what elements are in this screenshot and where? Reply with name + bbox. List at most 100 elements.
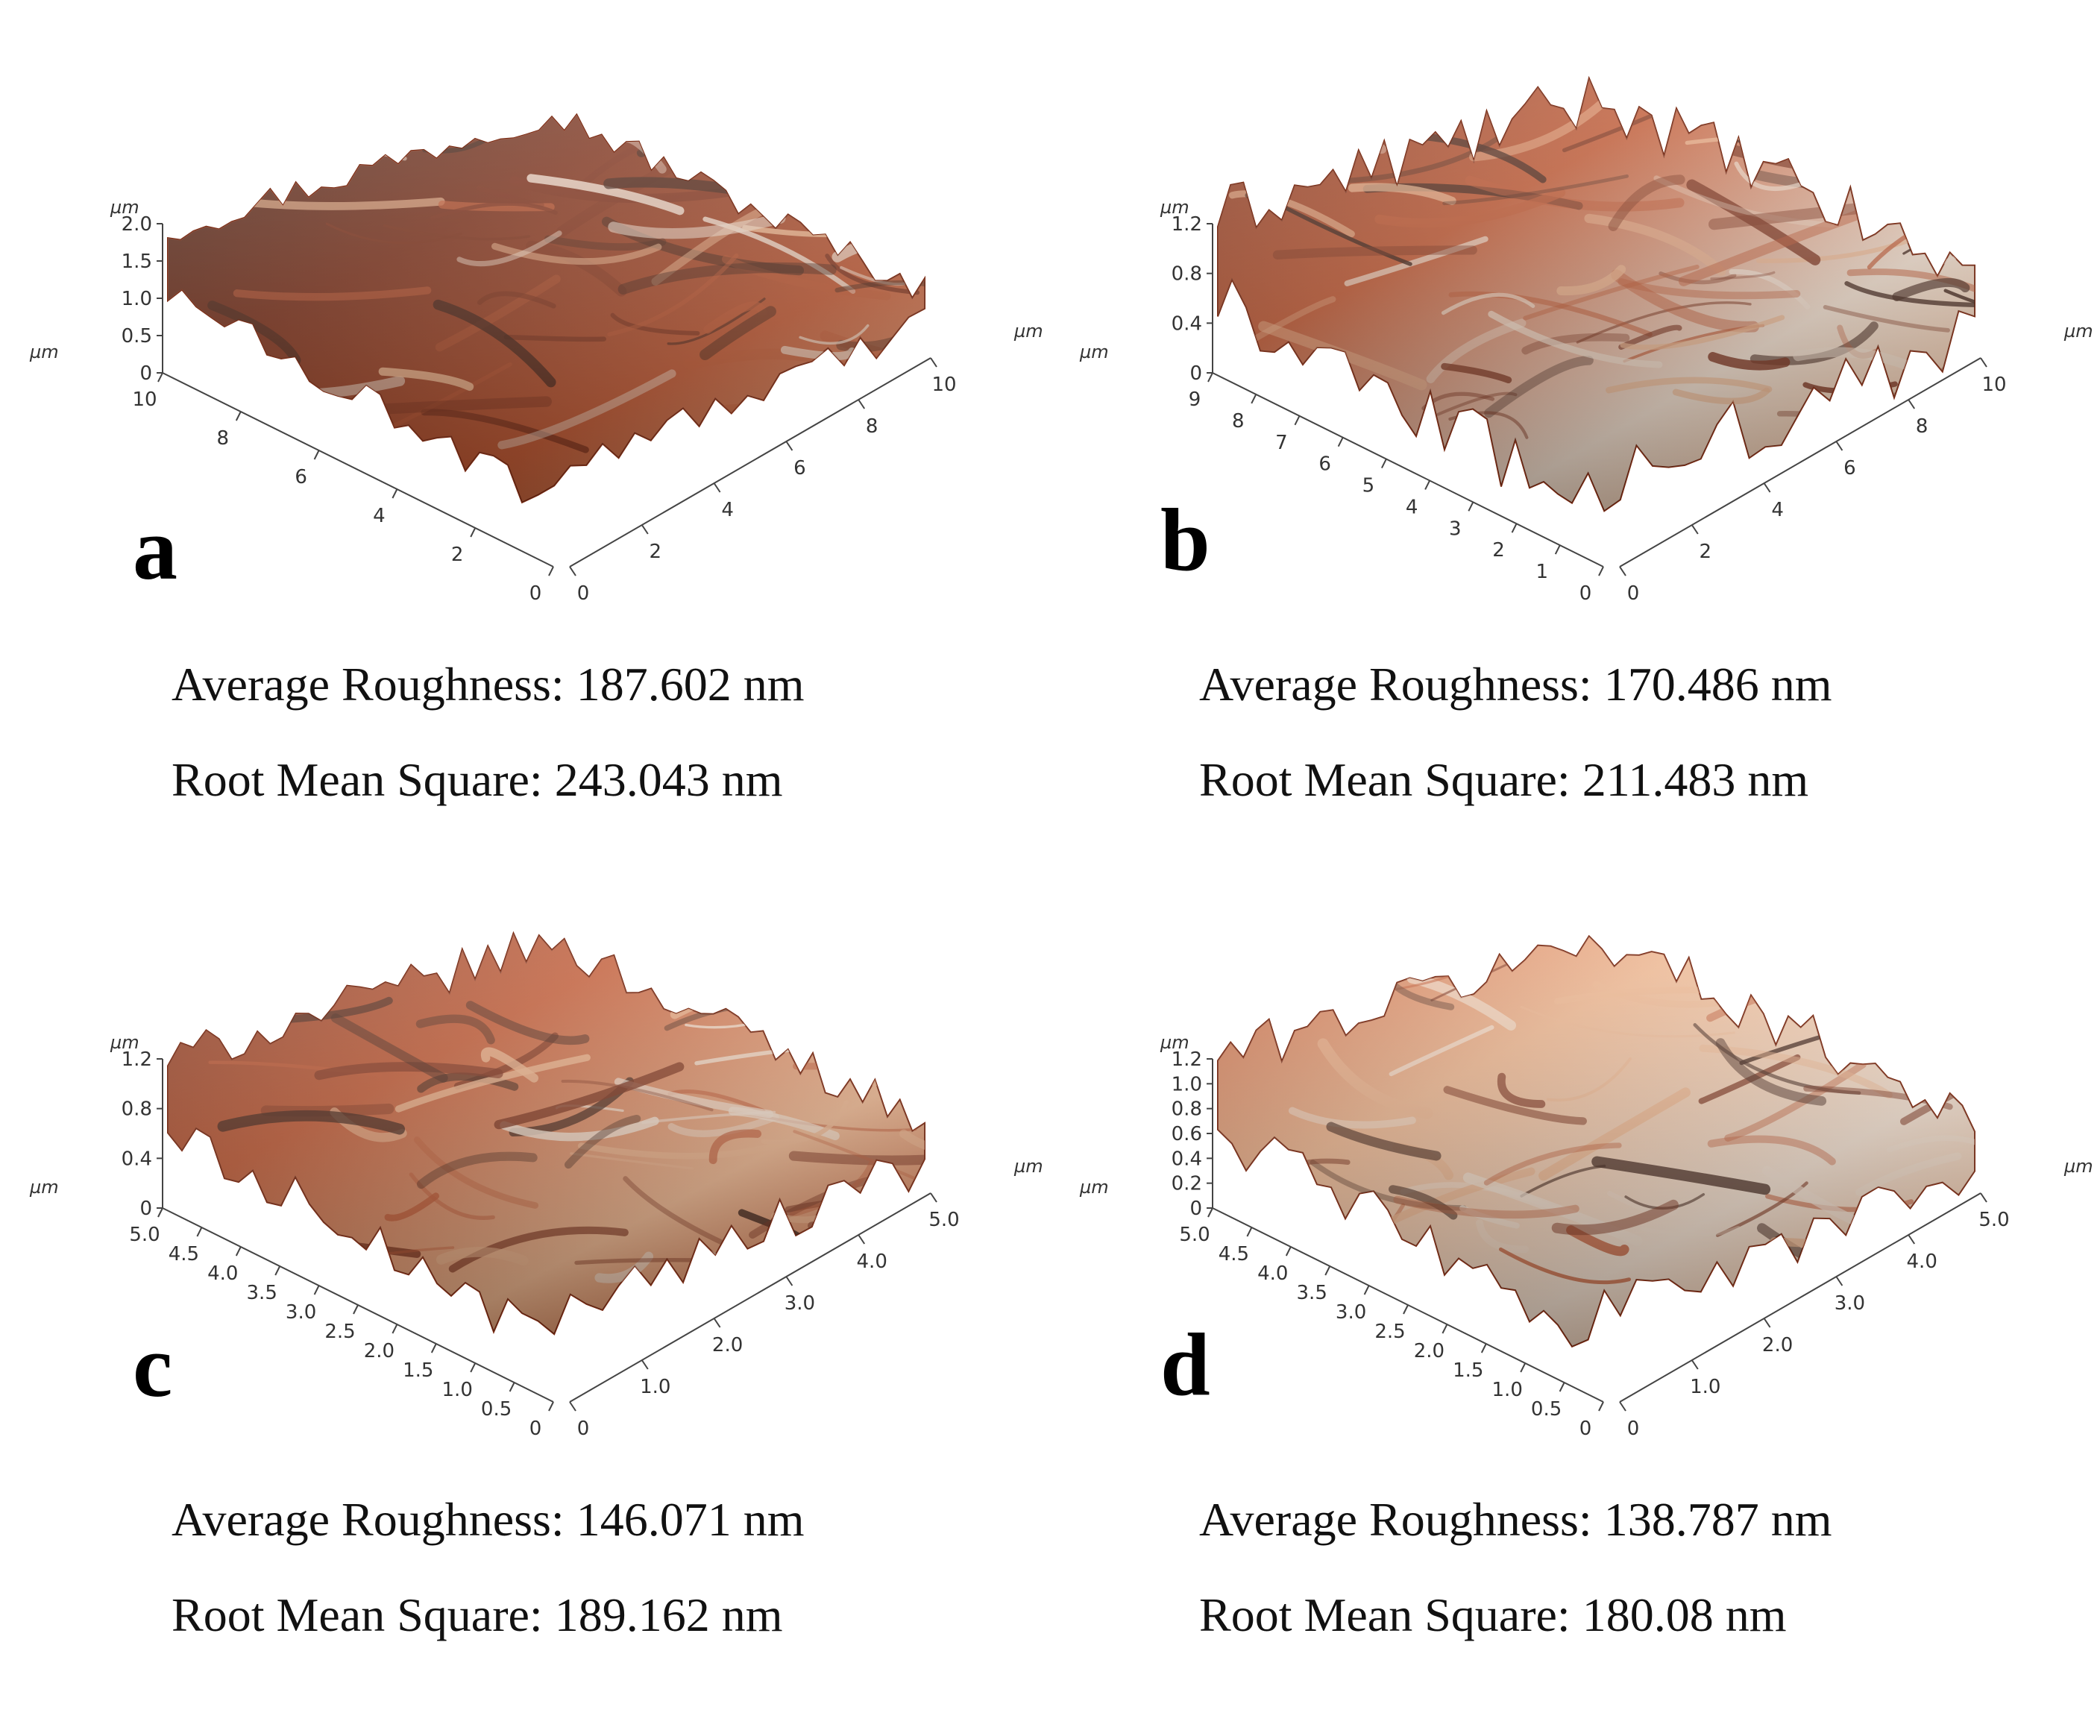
x-tick-label: 0: [577, 582, 590, 605]
y-tick-mark: [1403, 1304, 1409, 1315]
y-tick-label: 6: [1318, 453, 1331, 476]
y-tick-mark: [548, 1401, 554, 1412]
z-tick-label: 0.8: [122, 1098, 152, 1121]
afm-surface: [167, 113, 925, 504]
x-tick-mark: [1835, 441, 1843, 451]
surface-ridge: [859, 1077, 925, 1097]
z-tick-label: 0.6: [1172, 1123, 1202, 1145]
surface-shading: [168, 933, 925, 1335]
x-unit-label: µm: [2063, 1156, 2093, 1177]
afm-panel-a: 2.0 1.5 1.0 0.5 0 µm µm 10 8 6 4 2 0 0 2 4 6 8 10 µm a Aver…: [0, 0, 1050, 868]
afm-panel-d: 1.2 1.0 0.8 0.6 0.4 0.2 0 µm µm 5.0 4.5 4.0 3.5 3.0 2.…: [1050, 835, 2100, 1703]
y-tick-label: 3.0: [1336, 1301, 1366, 1324]
x-axis-line: [1619, 357, 1981, 567]
surface-ridge: [1887, 968, 1975, 1023]
x-tick-mark: [1908, 399, 1916, 409]
y-tick-mark: [1380, 459, 1387, 469]
y-tick-mark: [274, 1265, 281, 1276]
panel-label-d: d: [1160, 1315, 1210, 1414]
x-tick-mark: [785, 441, 793, 451]
y-tick-label: 3.5: [247, 1282, 277, 1304]
x-tick-label: 2: [1700, 541, 1712, 563]
x-tick-mark: [1908, 1234, 1916, 1245]
y-tick-mark: [430, 1343, 437, 1353]
y-tick-label: 1.5: [403, 1359, 433, 1382]
side-unit-label: µm: [1079, 1177, 1109, 1198]
afm-3d-plot-d: 1.21.00.80.60.40.20µmµm5.04.54.03.53.02.…: [1079, 934, 2093, 1440]
z-tick-label: 0: [139, 1198, 152, 1220]
surface-ridge: [1270, 1203, 1405, 1277]
y-tick-label: 3.0: [286, 1301, 316, 1324]
surface-ridge: [1266, 940, 1396, 978]
surface-ridge: [858, 1210, 925, 1224]
x-tick-label: 1.0: [1690, 1376, 1720, 1398]
x-tick-label: 5.0: [1978, 1209, 2009, 1231]
z-tick-label: 0.8: [1172, 263, 1202, 286]
x-tick-mark: [1763, 1318, 1771, 1328]
surface-shading: [168, 114, 925, 503]
y-tick-label: 8: [217, 427, 230, 450]
x-tick-mark: [930, 1192, 937, 1203]
y-tick-label: 3: [1449, 518, 1462, 540]
x-tick-mark: [1691, 1359, 1699, 1370]
y-tick-mark: [1559, 1382, 1565, 1392]
root-mean-square-d: Root Mean Square: 180.08 nm: [1199, 1588, 1787, 1641]
surface-shading: [1218, 78, 1975, 512]
x-tick-mark: [1691, 524, 1699, 535]
y-tick-label: 10: [132, 389, 157, 411]
z-tick-label: 1.2: [1172, 1048, 1202, 1071]
y-tick-label: 4.0: [207, 1262, 238, 1285]
y-tick-label: 2: [451, 544, 464, 566]
y-tick-mark: [1207, 372, 1213, 383]
x-tick-mark: [569, 566, 576, 576]
surface-ridge: [1928, 151, 1975, 190]
x-tick-label: 2.0: [712, 1334, 743, 1356]
y-tick-label: 2.0: [1414, 1340, 1444, 1362]
panel-label-a: a: [133, 499, 177, 598]
y-tick-label: 0: [529, 582, 542, 605]
z-unit-label: µm: [1160, 197, 1189, 218]
y-tick-label: 8: [1232, 410, 1245, 433]
y-tick-label: 1.0: [442, 1379, 473, 1401]
y-tick-label: 1.0: [1492, 1379, 1523, 1401]
x-tick-mark: [1763, 482, 1771, 493]
y-tick-label: 0: [1579, 582, 1592, 605]
y-tick-label: 5.0: [1179, 1224, 1210, 1246]
x-tick-label: 4: [721, 499, 734, 521]
y-tick-mark: [1324, 1265, 1331, 1276]
y-tick-label: 2: [1492, 539, 1505, 562]
y-axis-line: [162, 372, 554, 567]
surface-shading: [1218, 936, 1975, 1347]
z-tick-label: 0: [1189, 1198, 1202, 1220]
x-tick-mark: [641, 524, 649, 535]
x-tick-label: 1.0: [640, 1376, 670, 1398]
y-tick-mark: [157, 372, 163, 383]
z-tick-label: 1.0: [122, 288, 152, 310]
surface-ridge: [793, 1022, 925, 1070]
x-tick-label: 6: [1843, 457, 1856, 479]
x-tick-label: 10: [1981, 374, 2006, 396]
x-unit-label: µm: [1013, 321, 1043, 342]
y-tick-mark: [1251, 394, 1257, 404]
surface-ridge: [876, 1016, 925, 1060]
x-tick-label: 2: [650, 541, 662, 563]
surface-ridge: [1902, 195, 1975, 255]
surface-ridge: [690, 121, 885, 167]
surface-ridge: [834, 160, 925, 183]
y-tick-mark: [1337, 437, 1344, 447]
x-tick-label: 6: [793, 457, 806, 479]
y-tick-mark: [1598, 566, 1604, 576]
y-tick-mark: [1520, 1362, 1527, 1373]
surface-ridge: [861, 194, 925, 216]
surface-ridge: [871, 435, 925, 450]
y-axis-line: [1212, 372, 1604, 567]
y-tick-label: 4.5: [169, 1243, 199, 1265]
x-axis-line: [569, 357, 931, 567]
x-tick-label: 4.0: [1907, 1251, 1937, 1273]
afm-3d-plot-a: 2.0 1.5 1.0 0.5 0 µm µm 10 8 6 4 2 0 0 2 4 6 8 10 µm: [29, 113, 1043, 605]
surface-ridge: [1937, 242, 1975, 266]
afm-panel-c: 1.2 0.8 0.4 0 µm µm 5.0 4.5 4.0 3.5 3.0 2.5 2.0 1.5 1.…: [0, 835, 1050, 1703]
y-tick-label: 6: [295, 466, 307, 488]
surface-ridge: [857, 127, 925, 140]
